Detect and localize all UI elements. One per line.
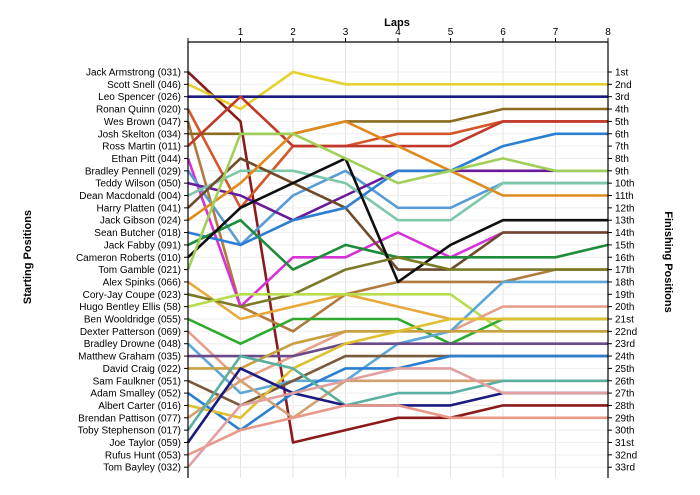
- finishing-position-label: 27th: [615, 389, 634, 400]
- finishing-position-label: 30th: [615, 426, 634, 437]
- finishing-position-label: 16th: [615, 253, 634, 264]
- starting-position-label: Josh Skelton (034): [98, 129, 181, 140]
- starting-position-label: Ronan Quinn (020): [96, 105, 181, 116]
- series-line-30: [186, 354, 608, 431]
- starting-position-label: Hugo Bentley Ellis (58): [79, 302, 181, 313]
- finishing-position-label: 24th: [615, 352, 634, 363]
- starting-position-label: Alex Spinks (066): [103, 277, 181, 288]
- starting-position-label: Teddy Wilson (050): [95, 179, 181, 190]
- finishing-position-label: 28th: [615, 401, 634, 412]
- starting-position-label: Cameron Roberts (010): [76, 253, 181, 264]
- finishing-position-label: 12th: [615, 203, 634, 214]
- y-axis-label-left: Starting Positions: [22, 210, 34, 304]
- x-tick-label: 8: [605, 27, 611, 38]
- finishing-position-label: 17th: [615, 265, 634, 276]
- starting-position-label: Tom Gamble (021): [98, 265, 181, 276]
- finishing-position-label: 10th: [615, 179, 634, 190]
- finishing-position-label: 8th: [615, 154, 629, 165]
- finishing-position-label: 5th: [615, 117, 629, 128]
- starting-position-label: David Craig (022): [103, 364, 181, 375]
- finishing-position-label: 23rd: [615, 339, 635, 350]
- starting-position-label: Jack Fabby (091): [104, 240, 181, 251]
- starting-position-label: Joe Taylor (059): [109, 438, 181, 449]
- finishing-position-label: 33rd: [615, 463, 635, 474]
- starting-position-label: Brendan Pattison (077): [78, 413, 181, 424]
- series-line-19: [187, 255, 608, 308]
- starting-position-label: Sam Faulkner (051): [93, 376, 181, 387]
- x-tick-label: 7: [553, 27, 559, 38]
- starting-position-label: Harry Platten (041): [97, 203, 181, 214]
- series-line-33: [187, 367, 608, 469]
- starting-position-label: Dean Macdonald (004): [79, 191, 181, 202]
- starting-position-label: Bradley Drowne (048): [84, 339, 181, 350]
- starting-position-label: Matthew Graham (035): [78, 352, 181, 363]
- finishing-position-label: 29th: [615, 413, 634, 424]
- chart-title: Laps: [384, 17, 410, 29]
- series-line-24: [188, 342, 608, 358]
- starting-position-label: Bradley Pennell (029): [85, 166, 181, 177]
- starting-position-label: Rufus Hunt (053): [105, 450, 181, 461]
- series-line-32: [187, 404, 608, 456]
- finishing-position-label: 3rd: [615, 92, 629, 103]
- finishing-position-label: 18th: [615, 277, 634, 288]
- finishing-position-label: 20th: [615, 302, 634, 313]
- starting-position-label: Ethan Pitt (044): [112, 154, 181, 165]
- finishing-position-label: 26th: [615, 376, 634, 387]
- series-line-13: [187, 120, 608, 222]
- starting-position-labels: Jack Armstrong (031)Scott Snell (046)Leo…: [76, 68, 181, 474]
- finishing-position-label: 11th: [615, 191, 634, 202]
- finishing-position-label: 31st: [615, 438, 634, 449]
- starting-position-label: Ben Wooldridge (055): [84, 315, 181, 326]
- starting-position-label: Albert Carter (016): [98, 401, 181, 412]
- starting-position-label: Wes Brown (047): [104, 117, 181, 128]
- finishing-position-label: 2nd: [615, 80, 632, 91]
- finishing-position-label: 1st: [615, 68, 629, 79]
- starting-position-label: Jack Gibson (024): [100, 216, 181, 227]
- finishing-position-label: 25th: [615, 364, 634, 375]
- series-lines: [186, 70, 609, 469]
- finishing-position-label: 13th: [615, 216, 634, 227]
- starting-position-label: Cory-Jay Coupe (023): [83, 290, 181, 301]
- x-tick-label: 5: [448, 27, 454, 38]
- finishing-position-label: 14th: [615, 228, 634, 239]
- finishing-position-label: 7th: [615, 142, 629, 153]
- finishing-position-label: 22nd: [615, 327, 637, 338]
- finishing-position-label: 19th: [615, 290, 634, 301]
- series-line-16: [187, 157, 608, 284]
- starting-position-label: Toby Stephenson (017): [78, 426, 181, 437]
- axes: [184, 38, 612, 478]
- x-tick-label: 1: [238, 27, 244, 38]
- x-tick-label: 6: [500, 27, 506, 38]
- starting-position-label: Scott Snell (046): [107, 80, 181, 91]
- finishing-position-label: 15th: [615, 240, 634, 251]
- starting-position-label: Ross Martin (011): [102, 142, 181, 153]
- y-axis-label-right: Finishing Positions: [662, 211, 674, 312]
- x-tick-labels: 1 2 3 4 5 6 7 8: [238, 27, 612, 38]
- starting-position-label: Dexter Patterson (069): [80, 327, 181, 338]
- starting-position-label: Adam Smalley (052): [90, 389, 181, 400]
- finishing-position-label: 6th: [615, 129, 629, 140]
- x-tick-label: 3: [343, 27, 349, 38]
- starting-position-label: Sean Butcher (018): [94, 228, 181, 239]
- starting-position-label: Jack Armstrong (031): [86, 68, 181, 79]
- series-line-17: [186, 132, 608, 271]
- x-tick-label: 4: [395, 27, 401, 38]
- finishing-position-label: 9th: [615, 166, 629, 177]
- series-line-11: [187, 169, 608, 222]
- starting-position-label: Leo Spencer (026): [98, 92, 181, 103]
- finishing-position-label: 21st: [615, 315, 634, 326]
- x-tick-label: 2: [290, 27, 296, 38]
- finishing-position-label: 4th: [615, 105, 629, 116]
- finishing-position-label: 32nd: [615, 450, 637, 461]
- starting-position-label: Tom Bayley (032): [103, 463, 181, 474]
